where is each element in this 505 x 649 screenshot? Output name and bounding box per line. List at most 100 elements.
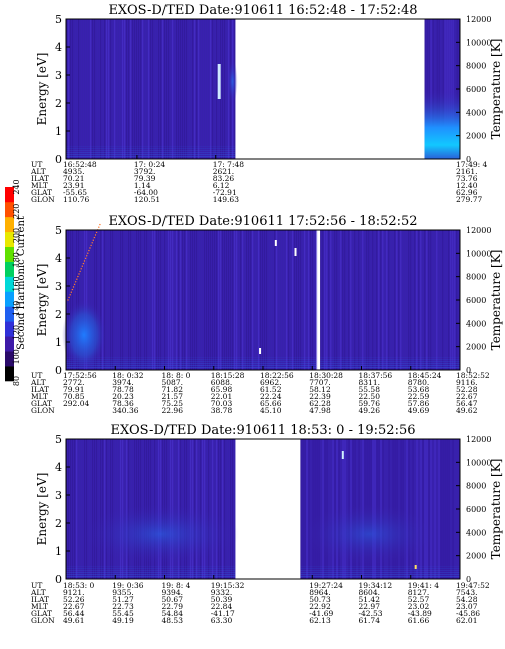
ephemeris-value: 83.26	[213, 174, 235, 183]
ephemeris-value: 17:52:56	[63, 371, 97, 380]
panel-3: EXOS-D/TED Date:910611 18:53: 0 - 19:52:…	[30, 423, 503, 625]
ephemeris-value: 50.67	[162, 595, 184, 604]
y-axis-right: 0 2000 4000 6000 8000 10000 12000 Temperature […	[456, 435, 503, 584]
panel-2: EXOS-D/TED Date:910611 17:52:56 - 18:52:…	[30, 214, 503, 415]
ephemeris-value: 49.19	[112, 616, 134, 625]
ephemeris-value: -64.00	[134, 188, 158, 197]
colorbar-block	[5, 187, 14, 203]
ephemeris-value: 18:15:28	[211, 371, 245, 380]
colorbar-block	[5, 216, 14, 233]
ephemeris-row-label: ALT	[30, 378, 46, 387]
colorbar-tick-label: 160	[12, 276, 21, 291]
ephemeris-row-label: MLT	[31, 392, 48, 401]
ephemeris-value: 8780.	[408, 378, 429, 387]
ephemeris-value: 73.76	[456, 174, 478, 183]
colorbar-block	[5, 231, 14, 247]
ephemeris-value: 17:49: 4	[456, 160, 488, 169]
ephemeris-row-label: GLAT	[31, 188, 52, 197]
ephemeris-value: 18:53: 0	[63, 581, 95, 590]
ephemeris-value: 22.39	[309, 392, 331, 401]
ephemeris-value: 55.58	[359, 385, 381, 394]
y-tick-label: 5	[55, 224, 62, 237]
y2-tick-label: 12000	[466, 226, 491, 235]
ephemeris-value: 340.36	[112, 406, 138, 415]
y-tick-label: 0	[55, 573, 62, 586]
y-axis-title: Energy [eV]	[35, 473, 49, 546]
colorbar-tick-label: 180	[12, 252, 21, 267]
y2-tick-label: 10000	[466, 249, 491, 258]
colorbar-scale	[5, 187, 14, 382]
ephemeris-value: 23.07	[456, 602, 478, 611]
colorbar-block	[5, 246, 14, 262]
ephemeris-value: 12.40	[456, 181, 478, 190]
ephemeris-value: 22.24	[260, 392, 282, 401]
ephemeris-value: 19:15:32	[211, 581, 245, 590]
ephemeris-value: 4935.	[63, 167, 84, 176]
ephemeris-value: -41.17	[211, 609, 235, 618]
dotted-trace	[67, 223, 101, 301]
ephemeris-value: 56.44	[63, 609, 85, 618]
y-axis-left: 0 1 2 3 4 5 Energy [eV]	[35, 433, 70, 586]
ephemeris-row-label: GLON	[31, 616, 55, 625]
bright-streak	[294, 248, 297, 256]
y-tick-label: 0	[55, 364, 62, 377]
ephemeris-value: 9332.	[211, 588, 232, 597]
ephemeris-row-label: UT	[31, 371, 42, 380]
ephemeris-value: 21.57	[162, 392, 184, 401]
ephemeris-row-label: UT	[31, 160, 42, 169]
ephemeris-value: 19:27:24	[309, 581, 343, 590]
bright-streak	[274, 240, 277, 246]
ephemeris-value: 8311.	[359, 378, 380, 387]
ephemeris-value: 22.96	[162, 406, 184, 415]
y2-tick-label: 8000	[466, 482, 486, 491]
ephemeris-value: 62.01	[456, 616, 477, 625]
ephemeris-value: 16:52:48	[63, 160, 97, 169]
y-tick-label: 3	[55, 280, 62, 293]
ephemeris-value: 22.73	[112, 602, 134, 611]
y-tick-label: 3	[55, 69, 62, 82]
y2-tick-label: 10000	[466, 38, 491, 47]
panel-title: EXOS-D/TED Date:910611 17:52:56 - 18:52:…	[108, 214, 417, 229]
ephemeris-value: 19:47:52	[456, 581, 490, 590]
ephemeris-value: 70.85	[63, 392, 85, 401]
ephemeris-value: 57.86	[408, 399, 430, 408]
ephemeris-value: 79.91	[63, 385, 84, 394]
y2-axis-title: Temperature [K]	[489, 459, 503, 560]
panels: EXOS-D/TED Date:910611 16:52:48 - 17:52:…	[30, 3, 503, 625]
y2-tick-label: 0	[466, 155, 471, 164]
ephemeris-value: -42.53	[359, 609, 383, 618]
panel-title: EXOS-D/TED Date:910611 16:52:48 - 17:52:…	[108, 3, 417, 18]
ephemeris-value: 22.92	[309, 602, 331, 611]
y-tick-label: 4	[55, 41, 62, 54]
ephemeris-row-label: GLAT	[31, 399, 52, 408]
y2-tick-label: 12000	[466, 435, 491, 444]
ephemeris-value: 54.28	[456, 595, 478, 604]
bright-streak	[414, 565, 417, 569]
ephemeris-row-label: ALT	[30, 588, 46, 597]
y2-tick-label: 2000	[466, 343, 486, 352]
ephemeris-value: 63.30	[211, 616, 233, 625]
ephemeris-value: 120.51	[134, 195, 160, 204]
y2-tick-label: 8000	[466, 273, 486, 282]
colorbar-block	[5, 321, 14, 337]
ephemeris-row-label: ALT	[30, 167, 46, 176]
ephemeris-value: 50.39	[211, 595, 233, 604]
ephemeris-value: 58.12	[309, 385, 331, 394]
ephemeris-value: 38.78	[211, 406, 233, 415]
y-tick-label: 5	[55, 13, 62, 26]
ephemeris-row-label: GLON	[31, 195, 55, 204]
y-tick-label: 1	[55, 545, 62, 558]
y-axis-right: 0 2000 4000 6000 8000 10000 12000 Temperature […	[456, 226, 503, 375]
ephemeris-value: 3792.	[134, 167, 155, 176]
ephemeris-value: 22.84	[211, 602, 233, 611]
y-tick-label: 2	[55, 97, 62, 110]
ephemeris-value: 49.62	[456, 406, 478, 415]
ephemeris-value: -41.69	[309, 609, 333, 618]
ephemeris-value: 7707.	[309, 378, 330, 387]
y2-tick-label: 12000	[466, 15, 491, 24]
colorbar: 80 100 120 140 160 180 200 220 240 Second Harmon…	[5, 179, 27, 386]
ephemeris-value: -72.91	[213, 188, 237, 197]
ephemeris-value: 17: 0:24	[134, 160, 166, 169]
